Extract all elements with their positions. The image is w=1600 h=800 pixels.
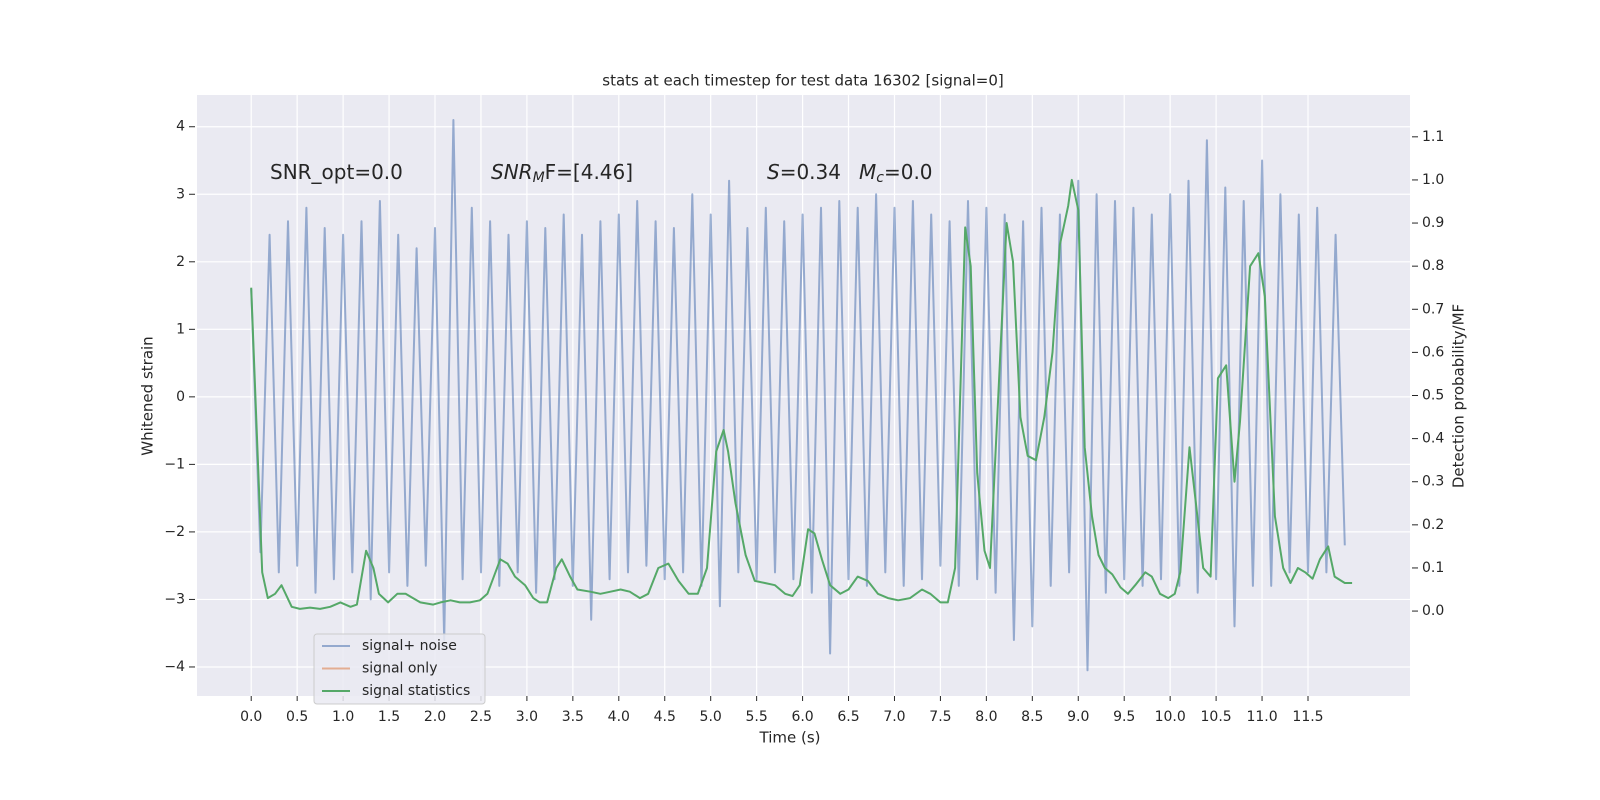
- x-tick-label: 11.5: [1292, 709, 1323, 725]
- x-tick-label: 1.5: [378, 709, 400, 725]
- x-tick-label: 8.5: [1021, 709, 1043, 725]
- y-tick-label: 0: [176, 389, 185, 405]
- y-tick-label: 4: [176, 119, 185, 135]
- annotation: SNR_opt=0.0: [270, 160, 403, 184]
- y2-tick-label: 1.1: [1422, 129, 1444, 145]
- annotation-sub: M: [533, 170, 545, 186]
- annotation-main: M: [859, 160, 876, 184]
- x-tick-label: 3.5: [562, 709, 584, 725]
- x-tick-label: 0.5: [286, 709, 308, 725]
- x-tick-label: 2.0: [424, 709, 446, 725]
- y-tick-label: −1: [164, 456, 185, 472]
- y-axis-label: Whitened strain: [139, 336, 157, 455]
- x-tick-label: 5.0: [700, 709, 722, 725]
- x-axis-label: Time (s): [759, 729, 821, 747]
- legend-label: signal+ noise: [362, 638, 457, 654]
- legend-box: [313, 633, 486, 705]
- annotation: S=0.34: [767, 160, 841, 184]
- y-tick-label: 3: [176, 186, 185, 202]
- x-tick-label: 7.5: [929, 709, 951, 725]
- x-tick-label: 10.0: [1155, 709, 1186, 725]
- y-tick-label: −4: [164, 659, 185, 675]
- y2-tick-label: 0.7: [1422, 301, 1444, 317]
- series-line: [250, 178, 1353, 610]
- x-tick-label: 8.0: [975, 709, 997, 725]
- x-tick-label: 1.0: [332, 709, 354, 725]
- overlay: 0.0 0.5 1.0 1.5 2.0 2.5 3.0 3.5 4.0 4.5 5.0 5.5 6.0 6…: [164, 119, 1444, 725]
- series-line: [250, 119, 1346, 672]
- annotation: Mc=0.0: [859, 160, 933, 187]
- annotation-sub: c: [876, 170, 884, 186]
- y-tick-label: 1: [176, 321, 185, 337]
- x-tick-label: 4.0: [608, 709, 630, 725]
- y2-tick-label: 0.0: [1422, 603, 1444, 619]
- y-tick-label: −3: [164, 591, 185, 607]
- y2-tick-label: 0.4: [1422, 431, 1444, 447]
- y-tick-label: −2: [164, 524, 185, 540]
- x-tick-label: 6.5: [837, 709, 859, 725]
- x-tick-label: 9.0: [1067, 709, 1089, 725]
- y2-tick-label: 0.9: [1422, 215, 1444, 231]
- y2-tick-label: 0.5: [1422, 388, 1444, 404]
- marks: [250, 119, 1353, 672]
- y2-tick-label: 0.6: [1422, 344, 1444, 360]
- x-tick-label: 7.0: [883, 709, 905, 725]
- y2-tick-label: 0.8: [1422, 258, 1444, 274]
- x-tick-label: 0.0: [240, 709, 262, 725]
- annotation-main: SNR_opt=0.0: [270, 160, 403, 184]
- annotation: SNRMF=[4.46]: [491, 160, 633, 187]
- y2-axis-label: Detection probability/MF: [1450, 304, 1468, 488]
- x-tick-label: 3.0: [516, 709, 538, 725]
- chart-title: stats at each timestep for test data 163…: [602, 72, 1003, 90]
- x-tick-label: 5.5: [746, 709, 768, 725]
- x-tick-label: 2.5: [470, 709, 492, 725]
- annotation-rest: F=[4.46]: [545, 160, 633, 184]
- x-tick-label: 6.0: [791, 709, 813, 725]
- y2-tick-label: 1.0: [1422, 172, 1444, 188]
- annotation-rest: =0.0: [884, 160, 933, 184]
- annotation-main: S: [767, 160, 780, 184]
- legend-label: signal statistics: [362, 683, 470, 699]
- x-tick-label: 11.0: [1246, 709, 1277, 725]
- legend-label: signal only: [362, 661, 437, 677]
- x-tick-label: 4.5: [654, 709, 676, 725]
- y2-tick-label: 0.2: [1422, 517, 1444, 533]
- annotation-main: SNR: [491, 160, 533, 184]
- y2-tick-label: 0.1: [1422, 560, 1444, 576]
- y-tick-label: 2: [176, 254, 185, 270]
- x-tick-label: 9.5: [1113, 709, 1135, 725]
- x-tick-label: 10.5: [1201, 709, 1232, 725]
- annotation-rest: =0.34: [780, 160, 841, 184]
- y2-tick-label: 0.3: [1422, 474, 1444, 490]
